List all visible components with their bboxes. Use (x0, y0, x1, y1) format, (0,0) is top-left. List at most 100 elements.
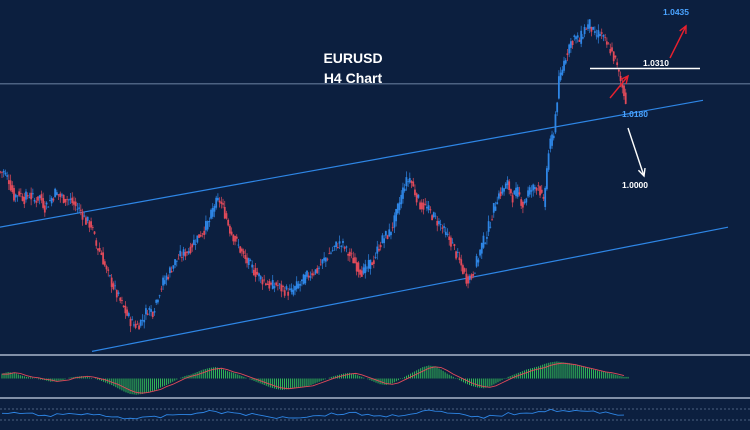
bull-candle (504, 183, 507, 189)
bear-candle (455, 251, 457, 259)
bear-candle (26, 195, 29, 197)
bear-candle (177, 258, 180, 260)
bull-candle (417, 194, 420, 198)
bull-candle (340, 245, 343, 247)
bear-candle (121, 300, 123, 301)
chart-subtitle: H4 Chart (324, 70, 383, 86)
bull-candle (331, 249, 334, 251)
bear-candle (319, 264, 322, 266)
bull-candle (374, 256, 377, 258)
bull-candle (211, 207, 214, 217)
bear-candle (470, 274, 473, 279)
bull-candle (143, 319, 146, 323)
bear-candle (354, 257, 356, 264)
bear-candle (95, 240, 98, 246)
bear-candle (604, 37, 607, 39)
bull-candle (547, 153, 550, 170)
bear-candle (57, 194, 60, 196)
bull-candle (474, 272, 476, 274)
bull-candle (131, 319, 134, 321)
bear-candle (115, 290, 118, 298)
bear-candle (607, 43, 610, 45)
bull-candle (592, 26, 595, 30)
bull-candle (174, 259, 176, 266)
bear-candle (189, 246, 192, 254)
bear-candle (431, 215, 433, 221)
bull-candle (187, 251, 190, 254)
bear-candle (134, 323, 137, 328)
bear-candle (276, 284, 279, 286)
bull-candle (496, 202, 499, 205)
bear-candle (136, 323, 139, 325)
bull-candle (443, 226, 445, 228)
bear-candle (429, 209, 432, 211)
bear-candle (616, 62, 619, 66)
bear-candle (151, 311, 154, 318)
bull-candle (381, 235, 384, 244)
bear-candle (170, 271, 173, 273)
bull-candle (299, 283, 302, 286)
bear-candle (359, 269, 362, 275)
bull-candle (439, 224, 442, 225)
bull-candle (477, 259, 480, 263)
bull-candle (109, 275, 111, 277)
bear-candle (566, 53, 569, 56)
bull-candle (396, 203, 399, 214)
bear-candle (167, 276, 170, 280)
bull-candle (561, 69, 564, 75)
bear-candle (93, 231, 96, 234)
bull-candle (595, 35, 598, 37)
bull-candle (554, 114, 557, 133)
bull-candle (162, 277, 164, 286)
bear-candle (609, 49, 612, 54)
channel-lower-line (91, 226, 729, 352)
bull-candle (597, 30, 600, 38)
bear-candle (112, 283, 115, 290)
bear-candle (460, 259, 463, 266)
bull-candle (489, 226, 492, 228)
bear-candle (624, 92, 627, 104)
bear-candle (472, 274, 475, 276)
bear-candle (357, 262, 360, 272)
bear-candle (88, 221, 91, 228)
bull-candle (25, 191, 27, 200)
bull-candle (157, 299, 159, 303)
bull-candle (338, 241, 341, 244)
bull-candle (498, 193, 500, 199)
bull-candle (384, 231, 387, 236)
bear-candle (621, 84, 624, 88)
bear-candle (617, 69, 620, 72)
bull-candle (556, 102, 559, 113)
bull-candle (290, 288, 293, 292)
bull-candle (487, 221, 490, 232)
bull-candle (426, 206, 428, 209)
bull-candle (403, 188, 406, 192)
bear-candle (422, 202, 425, 210)
bull-candle (484, 242, 487, 244)
bull-candle (513, 190, 516, 195)
bull-candle (213, 206, 216, 212)
bear-candle (73, 201, 75, 205)
bull-candle (434, 215, 437, 217)
bull-candle (407, 181, 409, 183)
bear-candle (605, 41, 608, 45)
bull-candle (169, 267, 171, 274)
bull-candle (569, 41, 572, 48)
bull-candle (342, 241, 344, 243)
bull-candle (427, 205, 430, 210)
bear-candle (30, 192, 33, 200)
level-label-1-0000: 1.0000 (622, 180, 648, 190)
bear-candle (239, 246, 242, 253)
bear-candle (283, 290, 286, 296)
chart-title: EURUSD (323, 50, 382, 66)
bear-candle (19, 192, 22, 194)
bull-candle (16, 195, 19, 197)
bear-candle (85, 217, 87, 225)
bear-candle (91, 227, 94, 228)
bull-candle (321, 259, 324, 264)
bear-candle (21, 196, 24, 201)
bear-candle (79, 209, 82, 211)
bull-candle (405, 177, 408, 187)
bull-candle (86, 216, 89, 221)
bull-candle (528, 187, 531, 195)
